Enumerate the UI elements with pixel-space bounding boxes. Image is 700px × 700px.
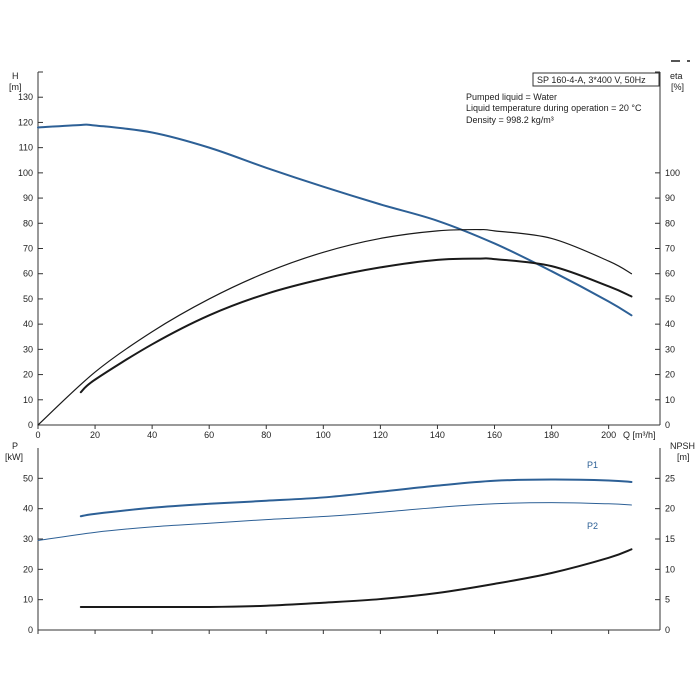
- y-tick-label: 90: [23, 193, 33, 203]
- y-tick-label: 120: [18, 117, 33, 127]
- curve-3: [79, 257, 633, 394]
- x-tick-label: 60: [204, 430, 214, 440]
- y2-tick-label: 0: [665, 625, 670, 635]
- x-tick-label: 20: [90, 430, 100, 440]
- npsh-axis-unit: [m]: [677, 452, 690, 462]
- h-axis-label: H: [12, 71, 19, 81]
- y-tick-label: 110: [19, 143, 33, 153]
- x-tick-label: 160: [487, 430, 502, 440]
- y-tick-label: 70: [23, 244, 33, 254]
- series-label-p1: P1: [587, 460, 598, 470]
- top-panel-curves: [37, 123, 633, 426]
- x-tick-label: 200: [601, 430, 616, 440]
- y-tick-label: 130: [18, 92, 33, 102]
- curve-1: [37, 123, 633, 317]
- curve-p2: [37, 502, 632, 542]
- y2-tick-label: 40: [665, 319, 675, 329]
- y-tick-label: 50: [23, 294, 33, 304]
- bottom-panel-curves: [37, 478, 633, 609]
- x-tick-label: 80: [261, 430, 271, 440]
- y-tick-label: 20: [23, 370, 33, 380]
- y-tick-label: 40: [23, 504, 33, 514]
- info-box: SP 160-4-A, 3*400 V, 50Hz Pumped liquid …: [466, 72, 660, 125]
- q-axis-label: Q [m³/h]: [623, 430, 656, 440]
- y-tick-label: 0: [28, 420, 33, 430]
- h-axis-unit: [m]: [9, 82, 22, 92]
- y-tick-label: 20: [23, 564, 33, 574]
- y-tick-label: 60: [23, 269, 33, 279]
- y-tick-label: 30: [23, 534, 33, 544]
- y-tick-label: 40: [23, 319, 33, 329]
- y2-tick-label: 70: [665, 244, 675, 254]
- y2-tick-label: 15: [665, 534, 675, 544]
- x-tick-label: 120: [373, 430, 388, 440]
- note-pumped-liquid: Pumped liquid = Water: [466, 92, 557, 102]
- y2-tick-label: 90: [665, 193, 675, 203]
- y2-tick-label: 5: [665, 595, 670, 605]
- y-tick-label: 100: [18, 168, 33, 178]
- y2-tick-label: 20: [665, 370, 675, 380]
- y2-tick-label: 50: [665, 294, 675, 304]
- eta-axis-label: eta: [670, 71, 683, 81]
- top-panel-frame: [37, 71, 661, 426]
- curve-3: [79, 548, 633, 609]
- y2-tick-label: 60: [665, 269, 675, 279]
- x-tick-label: 180: [544, 430, 559, 440]
- x-tick-label: 100: [316, 430, 331, 440]
- chart-title: SP 160-4-A, 3*400 V, 50Hz: [537, 75, 646, 85]
- y2-tick-label: 10: [665, 395, 675, 405]
- y-tick-label: 50: [23, 473, 33, 483]
- x-tick-label: 0: [35, 430, 40, 440]
- y-tick-label: 80: [23, 218, 33, 228]
- note-liquid-temperature: Liquid temperature during operation = 20…: [466, 103, 642, 113]
- series-label-p2: P2: [587, 521, 598, 531]
- p-axis-label: P: [12, 441, 18, 451]
- curve-p1: [79, 478, 633, 518]
- y2-tick-label: 80: [665, 218, 675, 228]
- y-tick-label: 30: [23, 344, 33, 354]
- npsh-axis-label: NPSH: [670, 441, 695, 451]
- note-density: Density = 998.2 kg/m³: [466, 115, 554, 125]
- y2-tick-label: 30: [665, 344, 675, 354]
- y-tick-label: 10: [23, 395, 33, 405]
- bottom-panel-ticks: 0 10 20 30 40 50 0 5 10 15 20 25: [23, 473, 675, 635]
- x-tick-label: 40: [147, 430, 157, 440]
- y2-tick-label: 100: [665, 168, 680, 178]
- p-axis-unit: [kW]: [5, 452, 23, 462]
- x-tick-label: 140: [430, 430, 445, 440]
- bottom-panel-frame: [37, 448, 661, 631]
- y-tick-label: 10: [23, 595, 33, 605]
- top-panel-ticks: 0 10 20 30 40 50 60 70 80 90 100 110 120 130 0 10 20 30 40…: [18, 92, 680, 440]
- y2-tick-label: 25: [665, 473, 675, 483]
- y2-tick-label: 0: [665, 420, 670, 430]
- y-tick-label: 0: [28, 625, 33, 635]
- curve-2: [37, 228, 633, 426]
- eta-axis-unit: [%]: [671, 82, 684, 92]
- y2-tick-label: 10: [665, 564, 675, 574]
- y2-tick-label: 20: [665, 504, 675, 514]
